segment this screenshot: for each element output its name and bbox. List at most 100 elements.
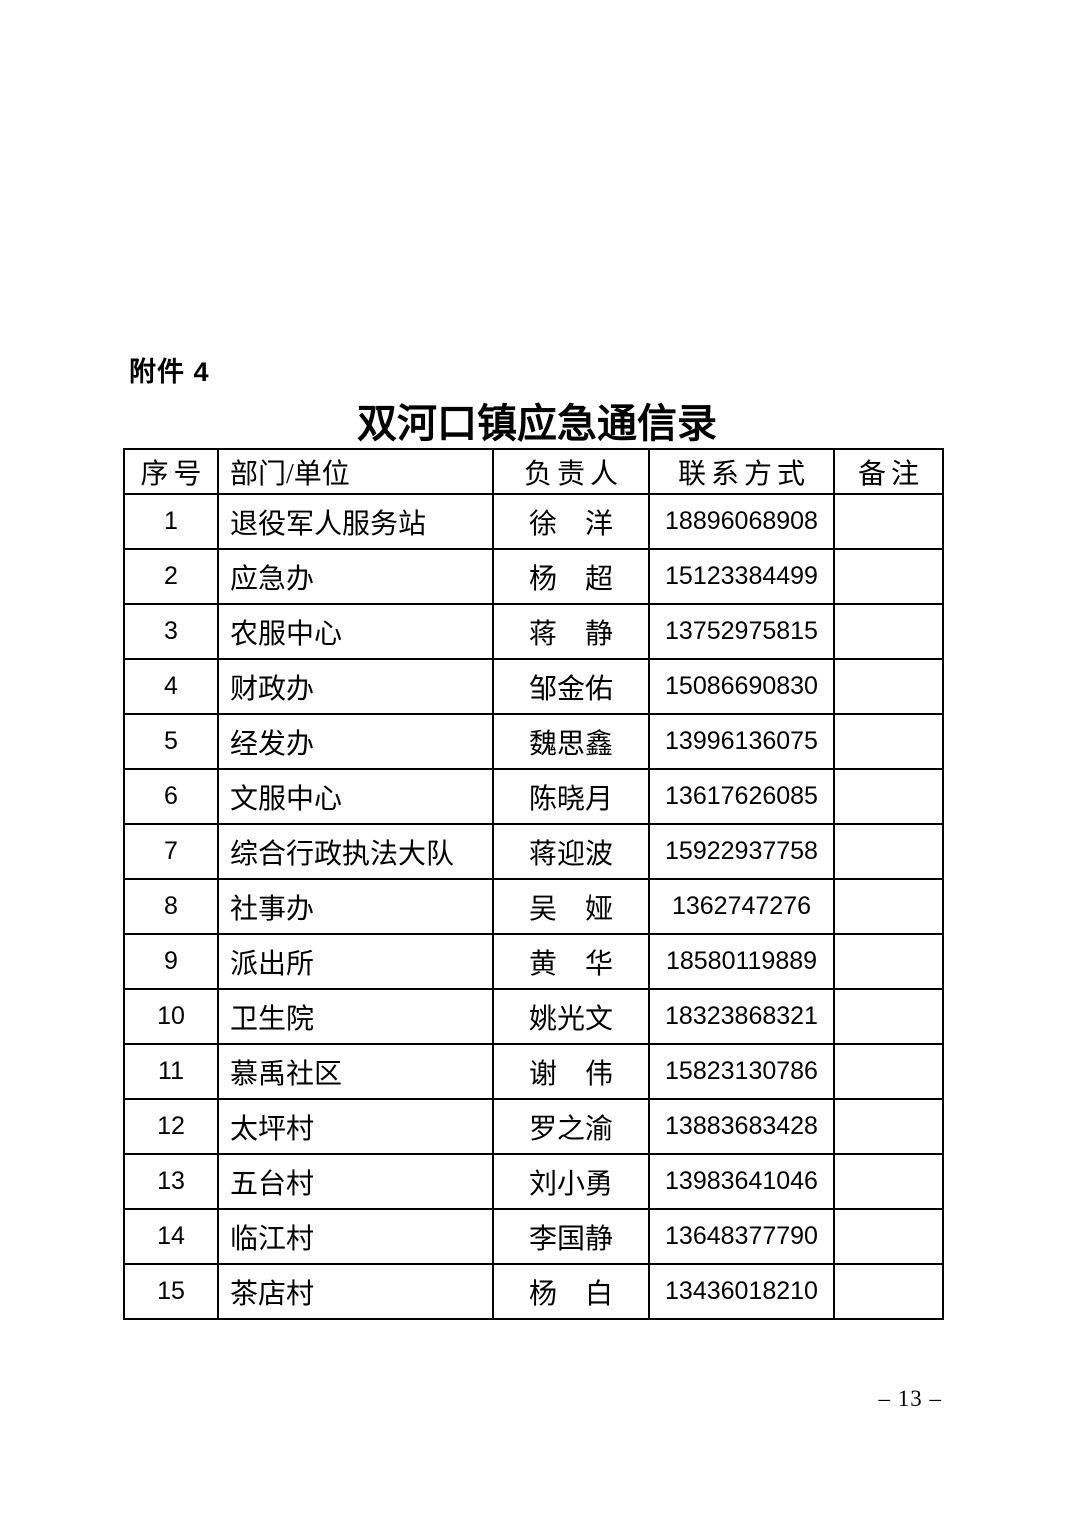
table-row: 14 临江村 李国静 13648377790 xyxy=(123,1208,944,1265)
cell-note xyxy=(833,1043,944,1100)
cell-person: 邹金佑 xyxy=(492,658,650,715)
column-header-person: 负责人 xyxy=(492,448,650,495)
cell-person: 谢 伟 xyxy=(492,1043,650,1100)
cell-person: 蒋 静 xyxy=(492,603,650,660)
cell-unit: 财政办 xyxy=(217,658,494,715)
cell-row-number: 9 xyxy=(123,933,219,990)
cell-row-number: 13 xyxy=(123,1153,219,1210)
cell-person: 陈晓月 xyxy=(492,768,650,825)
column-header-unit: 部门/单位 xyxy=(217,448,494,495)
cell-phone: 13752975815 xyxy=(648,603,835,660)
cell-note xyxy=(833,823,944,880)
cell-phone: 15086690830 xyxy=(648,658,835,715)
table-row: 8 社事办 吴 娅 1362747276 xyxy=(123,878,944,935)
cell-note xyxy=(833,603,944,660)
cell-phone: 18896068908 xyxy=(648,493,835,550)
cell-unit: 临江村 xyxy=(217,1208,494,1265)
contact-table-body: 1 退役军人服务站 徐 洋 18896068908 2 应急办 杨 超 1512… xyxy=(123,493,944,1320)
cell-unit: 农服中心 xyxy=(217,603,494,660)
cell-row-number: 3 xyxy=(123,603,219,660)
cell-phone: 13617626085 xyxy=(648,768,835,825)
cell-person: 姚光文 xyxy=(492,988,650,1045)
table-header-row: 序号 部门/单位 负责人 联系方式 备注 xyxy=(123,448,944,495)
cell-person: 徐 洋 xyxy=(492,493,650,550)
cell-note xyxy=(833,548,944,605)
column-header-no: 序号 xyxy=(123,448,219,495)
cell-row-number: 5 xyxy=(123,713,219,770)
cell-note xyxy=(833,493,944,550)
cell-row-number: 4 xyxy=(123,658,219,715)
cell-unit: 茶店村 xyxy=(217,1263,494,1320)
cell-note xyxy=(833,1263,944,1320)
cell-phone: 15922937758 xyxy=(648,823,835,880)
cell-unit: 社事办 xyxy=(217,878,494,935)
cell-row-number: 8 xyxy=(123,878,219,935)
cell-unit: 文服中心 xyxy=(217,768,494,825)
cell-phone: 18323868321 xyxy=(648,988,835,1045)
table-row: 15 茶店村 杨 白 13436018210 xyxy=(123,1263,944,1320)
cell-note xyxy=(833,988,944,1045)
cell-unit: 退役军人服务站 xyxy=(217,493,494,550)
cell-row-number: 2 xyxy=(123,548,219,605)
cell-phone: 13996136075 xyxy=(648,713,835,770)
table-row: 6 文服中心 陈晓月 13617626085 xyxy=(123,768,944,825)
cell-unit: 应急办 xyxy=(217,548,494,605)
page-number: – 13 – xyxy=(878,1386,942,1411)
cell-person: 魏思鑫 xyxy=(492,713,650,770)
cell-note xyxy=(833,1208,944,1265)
table-row: 10 卫生院 姚光文 18323868321 xyxy=(123,988,944,1045)
cell-row-number: 12 xyxy=(123,1098,219,1155)
cell-person: 黄 华 xyxy=(492,933,650,990)
cell-unit: 五台村 xyxy=(217,1153,494,1210)
table-row: 4 财政办 邹金佑 15086690830 xyxy=(123,658,944,715)
table-row: 13 五台村 刘小勇 13983641046 xyxy=(123,1153,944,1210)
cell-phone: 13983641046 xyxy=(648,1153,835,1210)
cell-note xyxy=(833,658,944,715)
column-header-note: 备注 xyxy=(833,448,944,495)
cell-row-number: 10 xyxy=(123,988,219,1045)
page-title: 双河口镇应急通信录 xyxy=(357,401,717,446)
table-row: 11 慕禹社区 谢 伟 15823130786 xyxy=(123,1043,944,1100)
cell-row-number: 1 xyxy=(123,493,219,550)
cell-phone: 15123384499 xyxy=(648,548,835,605)
cell-row-number: 7 xyxy=(123,823,219,880)
cell-unit: 派出所 xyxy=(217,933,494,990)
cell-row-number: 15 xyxy=(123,1263,219,1320)
cell-unit: 经发办 xyxy=(217,713,494,770)
table-row: 1 退役军人服务站 徐 洋 18896068908 xyxy=(123,493,944,550)
table-row: 7 综合行政执法大队 蒋迎波 15922937758 xyxy=(123,823,944,880)
cell-person: 杨 超 xyxy=(492,548,650,605)
cell-note xyxy=(833,1098,944,1155)
cell-phone: 13436018210 xyxy=(648,1263,835,1320)
cell-person: 罗之渝 xyxy=(492,1098,650,1155)
cell-phone: 1362747276 xyxy=(648,878,835,935)
cell-person: 蒋迎波 xyxy=(492,823,650,880)
contact-table: 序号 部门/单位 负责人 联系方式 备注 1 退役军人服务站 徐 洋 18896… xyxy=(123,448,944,1320)
cell-row-number: 14 xyxy=(123,1208,219,1265)
cell-note xyxy=(833,1153,944,1210)
cell-note xyxy=(833,933,944,990)
cell-note xyxy=(833,768,944,825)
cell-row-number: 11 xyxy=(123,1043,219,1100)
cell-unit: 卫生院 xyxy=(217,988,494,1045)
table-row: 12 太坪村 罗之渝 13883683428 xyxy=(123,1098,944,1155)
table-row: 9 派出所 黄 华 18580119889 xyxy=(123,933,944,990)
column-header-phone: 联系方式 xyxy=(648,448,835,495)
cell-person: 李国静 xyxy=(492,1208,650,1265)
cell-phone: 15823130786 xyxy=(648,1043,835,1100)
cell-person: 吴 娅 xyxy=(492,878,650,935)
table-row: 3 农服中心 蒋 静 13752975815 xyxy=(123,603,944,660)
attachment-label: 附件 4 xyxy=(129,357,210,387)
cell-row-number: 6 xyxy=(123,768,219,825)
cell-phone: 13648377790 xyxy=(648,1208,835,1265)
cell-unit: 综合行政执法大队 xyxy=(217,823,494,880)
cell-unit: 慕禹社区 xyxy=(217,1043,494,1100)
cell-person: 杨 白 xyxy=(492,1263,650,1320)
cell-phone: 18580119889 xyxy=(648,933,835,990)
cell-phone: 13883683428 xyxy=(648,1098,835,1155)
table-row: 2 应急办 杨 超 15123384499 xyxy=(123,548,944,605)
cell-unit: 太坪村 xyxy=(217,1098,494,1155)
table-row: 5 经发办 魏思鑫 13996136075 xyxy=(123,713,944,770)
cell-note xyxy=(833,878,944,935)
